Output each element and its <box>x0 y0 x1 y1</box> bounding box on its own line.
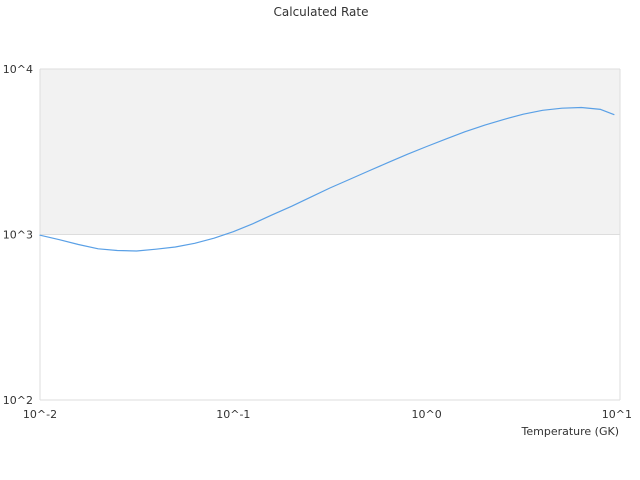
x-tick-label-3: 10^1 <box>602 408 632 421</box>
series-line-0 <box>39 106 615 252</box>
shaded-band <box>40 69 620 235</box>
x-tick-label-1: 10^-1 <box>216 408 250 421</box>
y-tick-label-2: 10^2 <box>3 394 33 407</box>
chart-title: Calculated Rate <box>274 5 369 19</box>
y-tick-label-0: 10^4 <box>3 63 33 76</box>
x-tick-label-2: 10^0 <box>412 408 442 421</box>
y-tick-label-1: 10^3 <box>3 229 33 242</box>
x-axis-label: Temperature (GK) <box>521 425 620 438</box>
x-tick-label-0: 10^-2 <box>23 408 57 421</box>
